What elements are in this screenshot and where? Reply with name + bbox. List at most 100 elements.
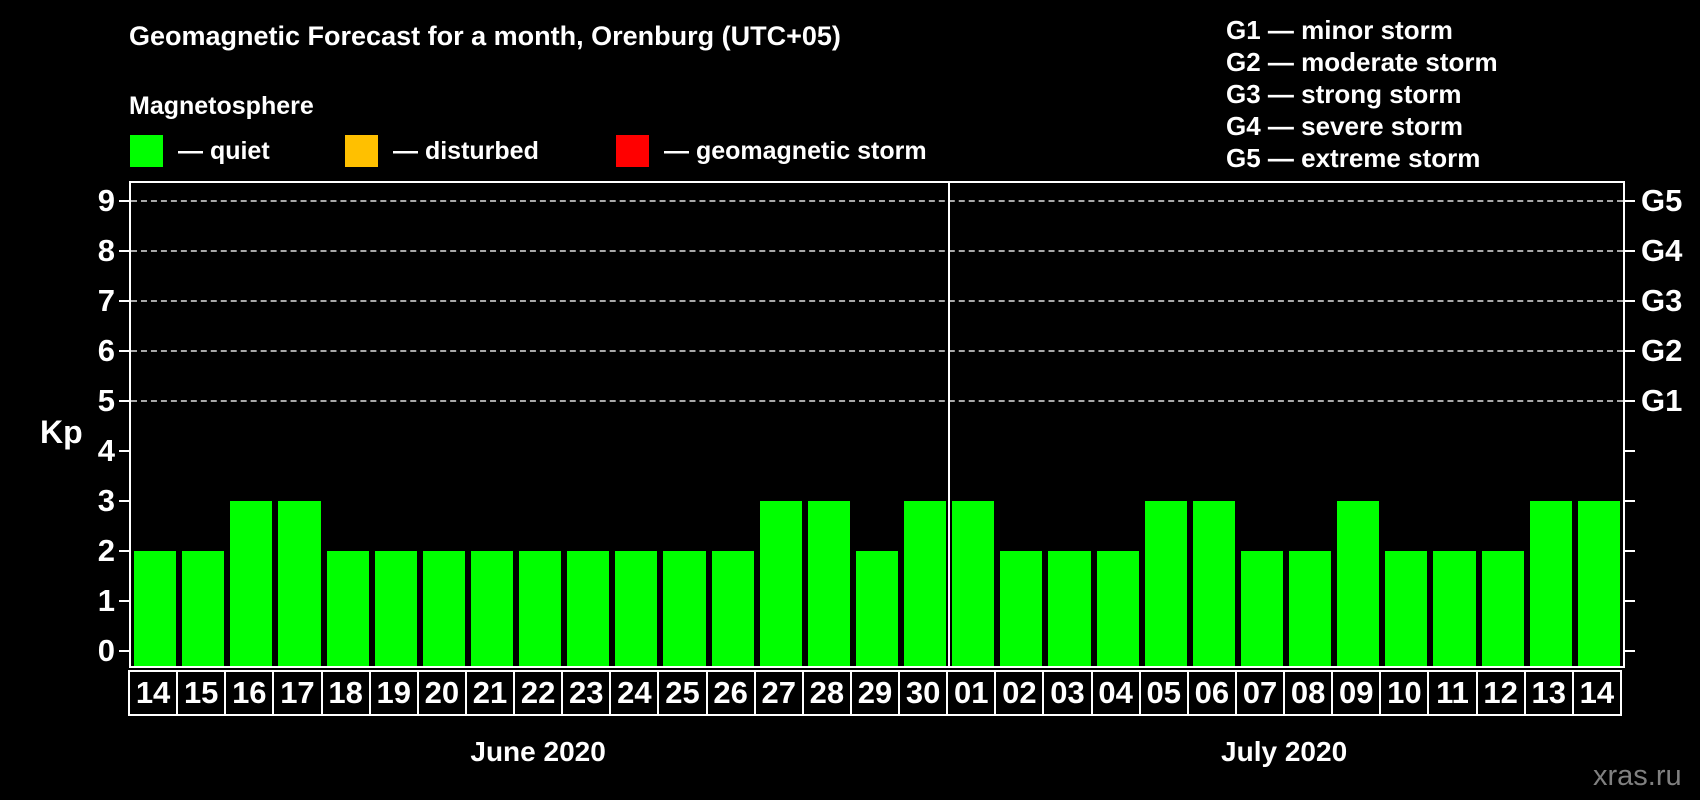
right-axis-label-g3: G3 <box>1641 283 1683 318</box>
day-label-cell-01: 01 <box>946 670 997 716</box>
day-label-cell-25: 25 <box>657 670 708 716</box>
day-label-cell-26: 26 <box>705 670 756 716</box>
kp-bar-10 <box>1385 551 1428 666</box>
watermark: xras.ru <box>1593 760 1682 792</box>
kp-bar-28 <box>807 501 850 666</box>
day-label-cell-30: 30 <box>898 670 949 716</box>
legend-item-geomagnetic-storm: — geomagnetic storm <box>616 135 927 167</box>
day-label-cell-09: 09 <box>1331 670 1382 716</box>
day-label-cell-02: 02 <box>994 670 1045 716</box>
right-axis-tick-1 <box>1625 600 1635 602</box>
day-label-cell-16: 16 <box>224 670 275 716</box>
day-label-cell-23: 23 <box>561 670 612 716</box>
left-axis-tick-0 <box>119 650 129 652</box>
legend-item-disturbed: — disturbed <box>345 135 539 167</box>
kp-bar-15 <box>182 551 225 666</box>
kp-tick-label-4: 4 <box>97 433 115 468</box>
kp-axis-title: Kp <box>40 414 83 450</box>
right-axis-tick-0 <box>1625 650 1635 652</box>
day-label-cell-22: 22 <box>513 670 564 716</box>
legend-label-geomagnetic-storm: — geomagnetic storm <box>664 137 927 165</box>
g-scale-legend: G1 — minor storm G2 — moderate storm G3 … <box>1226 14 1498 174</box>
kp-bar-16 <box>230 501 273 666</box>
right-axis-label-g1: G1 <box>1641 383 1683 418</box>
kp-tick-label-0: 0 <box>97 633 115 668</box>
day-label-cell-12: 12 <box>1475 670 1526 716</box>
g5-legend-line: G5 — extreme storm <box>1226 143 1481 173</box>
left-axis-tick-4 <box>119 450 129 452</box>
month-label: July 2020 <box>1221 736 1348 767</box>
month-divider-line <box>948 183 951 666</box>
kp-bar-30 <box>904 501 947 666</box>
g4-legend-line: G4 — severe storm <box>1226 111 1464 141</box>
day-label-cell-18: 18 <box>320 670 371 716</box>
kp-bar-06 <box>1192 501 1235 666</box>
kp-bar-20 <box>422 551 465 666</box>
g2-legend-line: G2 — moderate storm <box>1226 47 1498 77</box>
kp-bar-08 <box>1289 551 1332 666</box>
kp-bar-19 <box>374 551 417 666</box>
day-label-cell-13: 13 <box>1523 670 1574 716</box>
right-axis-tick-7 <box>1625 300 1635 302</box>
left-axis-tick-5 <box>119 400 129 402</box>
plot-area <box>129 181 1625 668</box>
month-label: June 2020 <box>470 736 606 767</box>
kp-bar-23 <box>567 551 610 666</box>
kp-bar-04 <box>1096 551 1139 666</box>
day-label-cell-03: 03 <box>1042 670 1093 716</box>
gridline-kp-8 <box>131 250 1623 252</box>
day-label-cell-14: 14 <box>1571 670 1622 716</box>
kp-bar-26 <box>711 551 754 666</box>
kp-bar-09 <box>1337 501 1380 666</box>
right-axis-tick-5 <box>1625 400 1635 402</box>
right-axis-tick-3 <box>1625 500 1635 502</box>
kp-tick-label-1: 1 <box>97 583 115 618</box>
quiet-color-swatch <box>130 135 163 167</box>
kp-bar-24 <box>615 551 658 666</box>
kp-tick-label-2: 2 <box>97 533 115 568</box>
kp-bar-11 <box>1433 551 1476 666</box>
right-axis-tick-8 <box>1625 250 1635 252</box>
day-label-cell-15: 15 <box>176 670 227 716</box>
kp-tick-label-5: 5 <box>97 383 115 418</box>
kp-tick-label-6: 6 <box>97 333 115 368</box>
right-axis-label-g5: G5 <box>1641 183 1683 218</box>
kp-bar-03 <box>1048 551 1091 666</box>
left-axis-tick-2 <box>119 550 129 552</box>
kp-bar-01 <box>952 501 995 666</box>
day-label-cell-20: 20 <box>416 670 467 716</box>
kp-bar-14 <box>134 551 177 666</box>
day-label-cell-04: 04 <box>1090 670 1141 716</box>
day-label-cell-17: 17 <box>272 670 323 716</box>
day-label-cell-14: 14 <box>128 670 179 716</box>
right-axis-tick-9 <box>1625 200 1635 202</box>
legend-label-quiet: — quiet <box>178 137 270 165</box>
kp-bar-13 <box>1529 501 1572 666</box>
left-axis-tick-3 <box>119 500 129 502</box>
right-axis-label-g2: G2 <box>1641 333 1683 368</box>
right-axis-tick-4 <box>1625 450 1635 452</box>
gridline-kp-9 <box>131 200 1623 202</box>
gridline-kp-6 <box>131 350 1623 352</box>
right-axis-tick-6 <box>1625 350 1635 352</box>
disturbed-color-swatch <box>345 135 378 167</box>
kp-bar-05 <box>1144 501 1187 666</box>
kp-tick-label-3: 3 <box>97 483 115 518</box>
kp-tick-label-9: 9 <box>97 183 115 218</box>
left-axis-tick-8 <box>119 250 129 252</box>
legend-label-disturbed: — disturbed <box>393 137 539 165</box>
kp-tick-label-8: 8 <box>97 233 115 268</box>
kp-bar-29 <box>855 551 899 666</box>
kp-bar-25 <box>663 551 706 666</box>
kp-bar-18 <box>326 551 369 666</box>
left-axis-tick-6 <box>119 350 129 352</box>
kp-bar-21 <box>470 551 514 666</box>
kp-bar-27 <box>759 501 802 666</box>
day-label-cell-06: 06 <box>1186 670 1237 716</box>
gridline-kp-7 <box>131 300 1623 302</box>
left-axis-tick-9 <box>119 200 129 202</box>
magnetosphere-label: Magnetosphere <box>129 92 314 120</box>
kp-bar-14 <box>1577 501 1620 666</box>
right-axis-label-g4: G4 <box>1641 233 1683 268</box>
